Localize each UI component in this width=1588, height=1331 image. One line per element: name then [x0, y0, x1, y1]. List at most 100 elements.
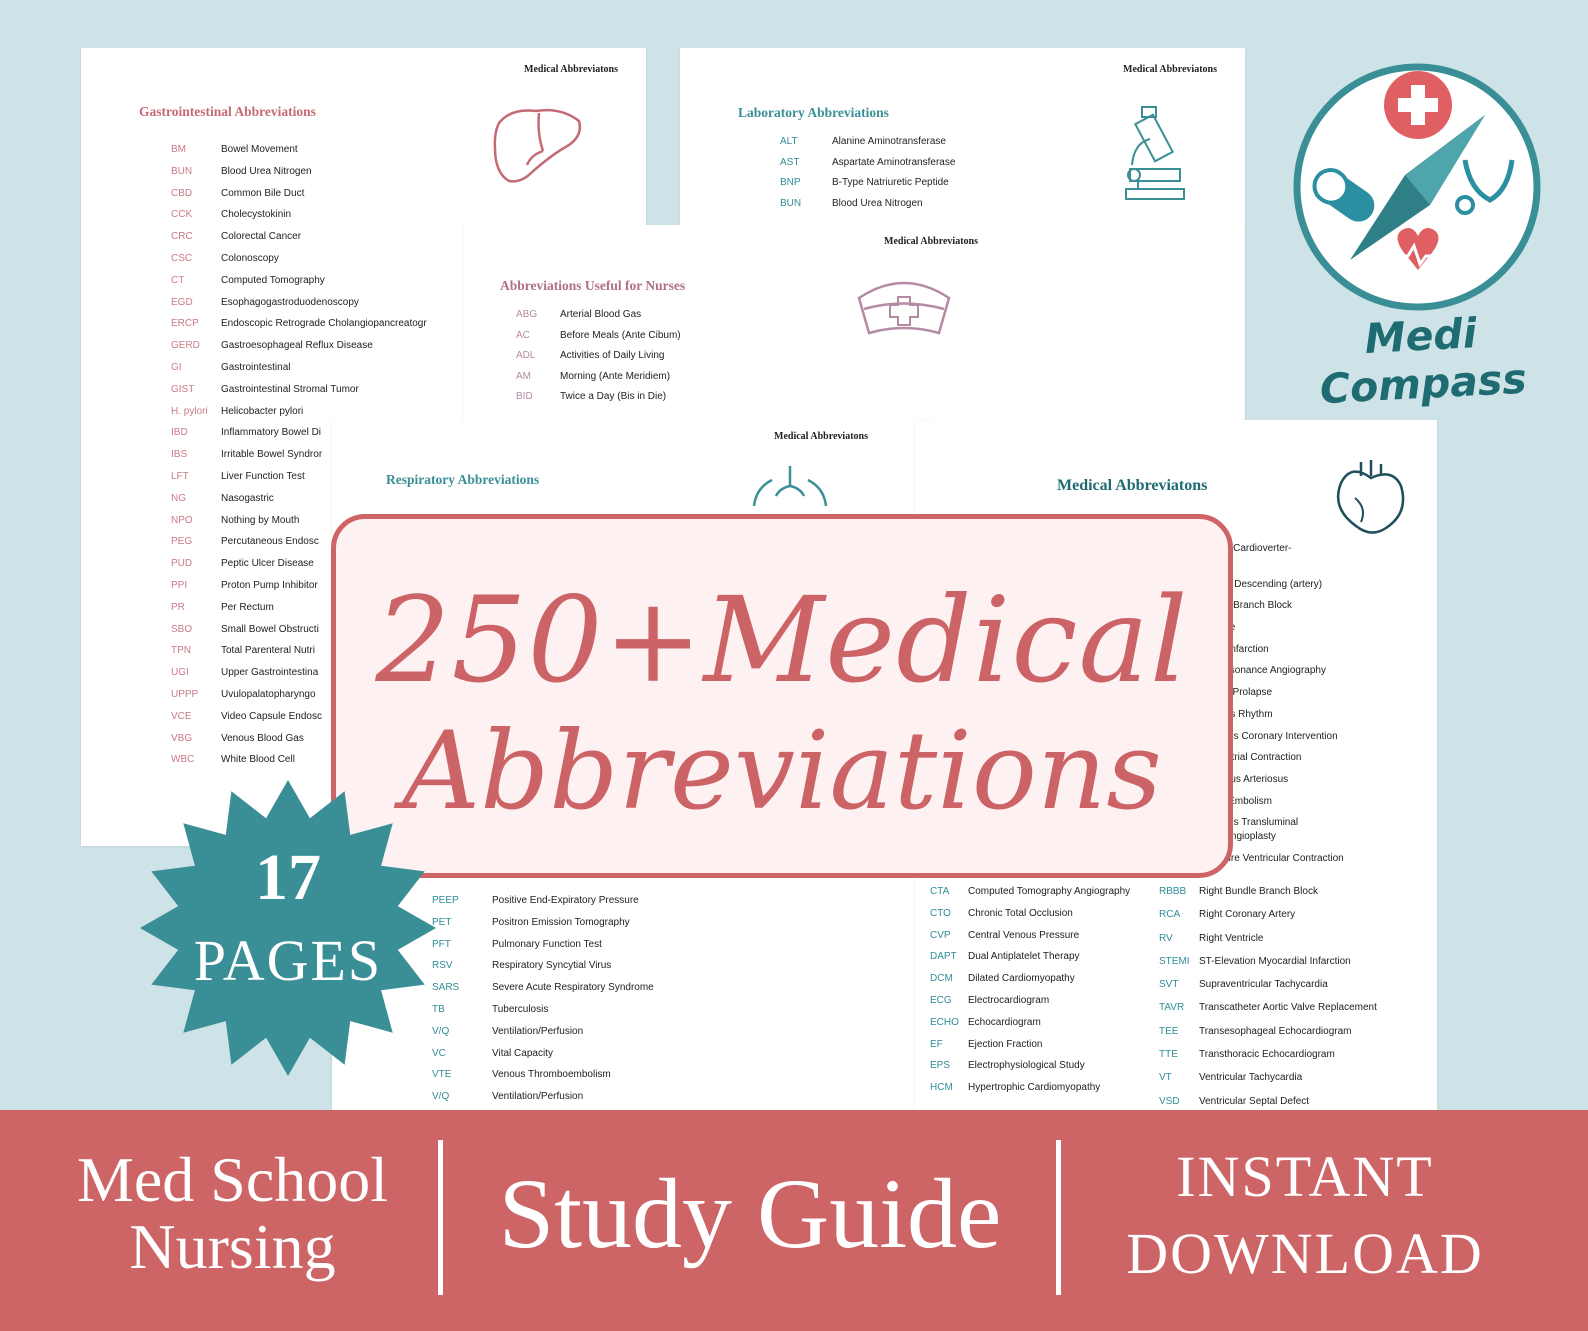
definition: Computed Tomography	[221, 274, 325, 286]
definition: Ejection Fraction	[968, 1038, 1043, 1050]
list-item: CT Computed Tomography	[171, 275, 427, 297]
abbreviation: ECG	[930, 994, 952, 1006]
abbreviation: PUD	[171, 558, 193, 570]
definition: Right Coronary Artery	[1199, 909, 1296, 921]
abbreviation: RV	[1159, 932, 1173, 944]
definition: Uvulopalatopharyngo	[221, 688, 316, 700]
definition: Percutaneous Endosc	[221, 536, 319, 548]
definition: Ventricular Septal Defect	[1199, 1095, 1310, 1107]
title-banner: 250+Medical Abbreviations	[331, 514, 1233, 878]
abbreviation: WBC	[171, 754, 195, 766]
definition: Dilated Cardiomyopathy	[968, 973, 1075, 985]
abbreviation: BNP	[780, 177, 801, 188]
definition: Endoscopic Retrograde Cholangiopancreato…	[221, 318, 427, 330]
list-item: VT Ventricular Tachycardia	[1159, 1072, 1377, 1095]
definition: Gastroesophageal Reflux Disease	[221, 340, 373, 352]
lungs-icon	[752, 466, 828, 506]
abbreviation: PET	[432, 916, 452, 928]
badge-label: PAGES	[193, 928, 383, 993]
list-item: IBS Irritable Bowel Syndror	[171, 449, 427, 471]
definition: Gastrointestinal Stromal Tumor	[221, 383, 359, 395]
list-item: CTA Computed Tomography Angiography	[930, 886, 1130, 908]
list-item: DAPT Dual Antiplatelet Therapy	[930, 951, 1130, 973]
definition: Vital Capacity	[492, 1047, 553, 1059]
definition: Ventilation/Perfusion	[492, 1091, 584, 1103]
page-header: Medical Abbreviatons	[774, 431, 868, 442]
abbreviation: PFT	[432, 938, 451, 950]
cardio-right-list: RBBB Right Bundle Branch Block RCA Right Co…	[1159, 886, 1377, 1110]
list-item: PUD Peptic Ulcer Disease	[171, 558, 427, 580]
abbreviation: PPI	[171, 579, 188, 591]
list-item: BM Bowel Movement	[171, 144, 427, 166]
abbreviation: CCK	[171, 209, 193, 221]
list-item: PEEP Positive End-Expiratory Pressure	[432, 895, 654, 917]
list-item: AC Before Meals (Ante Cibum)	[516, 330, 681, 351]
definition: Per Rectum	[221, 601, 274, 613]
definition: Computed Tomography Angiography	[968, 886, 1131, 897]
list-item: PR Per Rectum	[171, 602, 427, 624]
list-item: PET Positron Emission Tomography	[432, 917, 654, 939]
abbreviation: CSC	[171, 252, 193, 264]
abbreviation: VC	[432, 1047, 446, 1059]
abbreviation: AST	[780, 156, 800, 168]
abbreviation: SBO	[171, 623, 193, 635]
list-item: TPN Total Parenteral Nutri	[171, 645, 427, 667]
definition: Twice a Day (Bis in Die)	[560, 391, 667, 402]
list-item: y Angioplasty	[1217, 831, 1276, 843]
heart-icon	[1336, 460, 1405, 534]
abbreviation: EPS	[930, 1060, 951, 1072]
list-item: rior Descending (artery)	[1217, 578, 1323, 590]
abbreviation: CBD	[171, 187, 193, 199]
list-item: ERCP Endoscopic Retrograde Cholangiopancr…	[171, 318, 427, 340]
list-item: PFT Pulmonary Function Test	[432, 939, 654, 961]
abbreviation: NPO	[171, 514, 193, 526]
list-item: SVT Supraventricular Tachycardia	[1159, 979, 1377, 1002]
nurses-page: Medical Abbreviatons Abbreviations Usefu…	[464, 225, 1244, 455]
abbreviation: TPN	[171, 645, 191, 657]
abbreviation: EF	[930, 1038, 943, 1050]
abbreviation: V/Q	[432, 1025, 450, 1037]
respiratory-list: PEEP Positive End-Expiratory Pressure PET P…	[432, 895, 654, 1110]
list-item: inus Rhythm	[1217, 708, 1273, 720]
definition: Respiratory Syncytial Virus	[492, 960, 612, 972]
list-item: CBD Common Bile Duct	[171, 188, 427, 210]
abbreviation: BM	[171, 144, 186, 155]
definition: Echocardiogram	[968, 1016, 1041, 1028]
nurses-list: ABG Arterial Blood Gas AC Before Meals (Ant…	[516, 309, 681, 412]
abbreviation: CT	[171, 274, 185, 286]
bottom-right-line-1: INSTANT	[1176, 1144, 1434, 1209]
list-item: BNP B-Type Natriuretic Peptide	[780, 177, 955, 198]
abbreviation: TAVR	[1159, 1002, 1185, 1014]
list-item: GI Gastrointestinal	[171, 362, 427, 384]
list-item: WBC White Blood Cell	[171, 754, 427, 776]
abbreviation: HCM	[930, 1082, 953, 1094]
list-item: SBO Small Bowel Obstructi	[171, 624, 427, 646]
list-item: H. pylori Helicobacter pylori	[171, 406, 427, 428]
definition: Colorectal Cancer	[221, 231, 302, 243]
definition: Pulmonary Function Test	[492, 938, 602, 950]
list-item: IBD Inflammatory Bowel Di	[171, 427, 427, 449]
cardio-partial-list: ble Cardioverter-torrior Descending (art…	[1217, 543, 1344, 875]
definition: Bowel Movement	[221, 144, 298, 155]
list-item: HCM Hypertrophic Cardiomyopathy	[930, 1082, 1130, 1104]
definition: Liver Function Test	[221, 470, 305, 482]
list-item: ECG Electrocardiogram	[930, 995, 1130, 1017]
bottom-divider-right	[1056, 1140, 1061, 1295]
abbreviation: V/Q	[432, 1091, 450, 1103]
bottom-divider-left	[438, 1140, 443, 1295]
definition: Transthoracic Echocardiogram	[1199, 1049, 1335, 1061]
list-item: RV Right Ventricle	[1159, 933, 1377, 956]
list-item: uctus Arteriosus	[1217, 773, 1289, 785]
list-item: UGI Upper Gastrointestina	[171, 667, 427, 689]
definition: Small Bowel Obstructi	[221, 623, 319, 635]
abbreviation: VT	[1159, 1072, 1172, 1084]
abbreviation: EGD	[171, 296, 193, 308]
abbreviation: LFT	[171, 470, 189, 482]
definition: Positive End-Expiratory Pressure	[492, 895, 639, 906]
definition: Blood Urea Nitrogen	[832, 197, 923, 209]
abbreviation: CTA	[930, 886, 950, 897]
cardio-left-list: CTA Computed Tomography Angiography CTO Chr…	[930, 886, 1130, 1104]
list-item: VCE Video Capsule Endosc	[171, 711, 427, 733]
list-item: VTE Venous Thromboembolism	[432, 1069, 654, 1091]
list-item: ECHO Echocardiogram	[930, 1017, 1130, 1039]
